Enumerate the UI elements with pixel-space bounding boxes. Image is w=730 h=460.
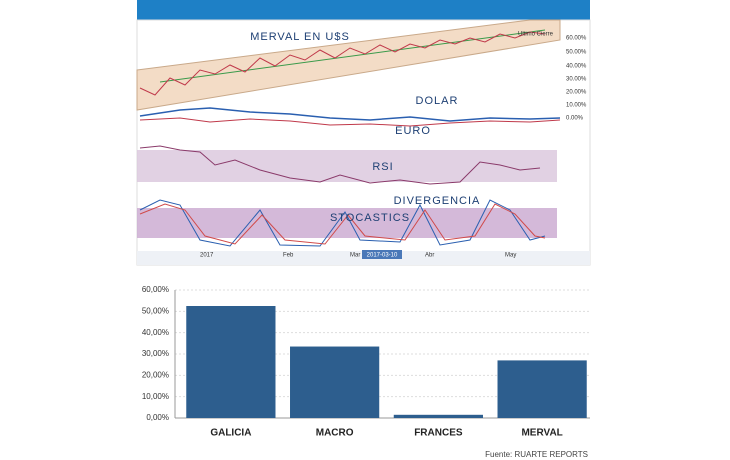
bar [186, 306, 276, 418]
x-tick-label: FRANCES [414, 428, 463, 439]
bar-chart: 0,00% 10,00% 20,00% 30,00% 40,00% 50,00% 60,00… [142, 285, 590, 459]
stoch-band [137, 208, 557, 238]
bar [497, 360, 587, 418]
y-tick-label: 0,00% [146, 413, 169, 422]
axis-label: 10.00% [566, 103, 587, 109]
price-panel: MERVAL EN U$S DOLAR EURO RSI DIVERGENCIA… [136, 19, 591, 266]
x-tick-label: GALICIA [210, 428, 251, 439]
x-tick-label: MACRO [316, 428, 354, 439]
bar [290, 346, 380, 418]
stoch-k [139, 199, 546, 247]
panel-label: MERVAL EN U$S [250, 31, 350, 43]
y-tick-label: 30,00% [142, 349, 169, 358]
trend-line [159, 29, 546, 83]
rsi-line [139, 145, 541, 185]
month-label: May [505, 253, 516, 259]
axis-label: 0.00% [566, 116, 584, 122]
header-bar [137, 0, 590, 20]
panel-label: STOCASTICS [330, 212, 410, 224]
source: Fuente: RUARTE REPORTS [485, 450, 588, 459]
price-line [139, 31, 546, 96]
x-tick-label: MERVAL [521, 428, 562, 439]
bar [393, 414, 483, 418]
legend-label: Ultimo Cierre [518, 32, 554, 38]
axis-label: 20.00% [566, 90, 587, 96]
panel-label: DOLAR [416, 95, 459, 107]
y-tick-label: 60,00% [142, 285, 169, 294]
dolar-line [139, 107, 561, 122]
y-tick-label: 10,00% [142, 392, 169, 401]
y-tick-label: 20,00% [142, 370, 169, 379]
stoch-d [139, 203, 546, 245]
axis-label: 30.00% [566, 77, 587, 83]
month-label: 2017 [200, 253, 214, 259]
axis-label: 40.00% [566, 64, 587, 70]
axis-label: 50.00% [566, 50, 587, 56]
month-label: Mar [350, 253, 360, 259]
panel-label: EURO [395, 125, 431, 137]
y-tick-label: 40,00% [142, 328, 169, 337]
axis-label: 60.00% [566, 36, 587, 42]
y-tick-label: 50,00% [142, 306, 169, 315]
panel-label: RSI [372, 161, 393, 173]
month-label: Feb [283, 253, 294, 259]
panel-label: DIVERGENCIA [394, 195, 481, 207]
cursor-box [362, 250, 402, 259]
month-label: Abr [425, 253, 434, 259]
cursor-date: 2017-03-10 [367, 253, 398, 259]
euro-line [139, 117, 561, 127]
